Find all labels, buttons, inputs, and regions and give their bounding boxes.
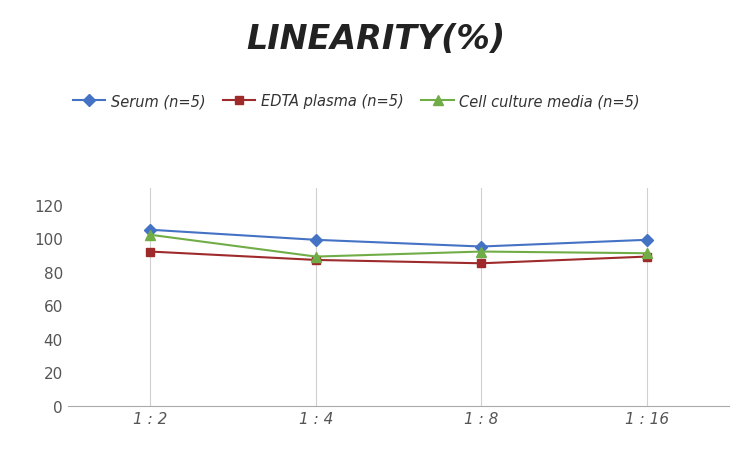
Cell culture media (n=5) (642, 251, 651, 256)
EDTA plasma (n=5) (146, 249, 155, 255)
Serum (n=5) (477, 244, 486, 250)
EDTA plasma (n=5) (311, 258, 320, 263)
Serum (n=5) (311, 238, 320, 243)
Line: EDTA plasma (n=5): EDTA plasma (n=5) (146, 248, 651, 268)
Line: Serum (n=5): Serum (n=5) (146, 226, 651, 251)
Legend: Serum (n=5), EDTA plasma (n=5), Cell culture media (n=5): Serum (n=5), EDTA plasma (n=5), Cell cul… (68, 88, 646, 115)
Cell culture media (n=5) (311, 254, 320, 260)
Text: LINEARITY(%): LINEARITY(%) (247, 23, 505, 55)
Cell culture media (n=5) (146, 233, 155, 238)
Serum (n=5) (642, 238, 651, 243)
Serum (n=5) (146, 228, 155, 233)
EDTA plasma (n=5) (642, 254, 651, 260)
Cell culture media (n=5) (477, 249, 486, 255)
EDTA plasma (n=5) (477, 261, 486, 267)
Line: Cell culture media (n=5): Cell culture media (n=5) (146, 230, 651, 262)
